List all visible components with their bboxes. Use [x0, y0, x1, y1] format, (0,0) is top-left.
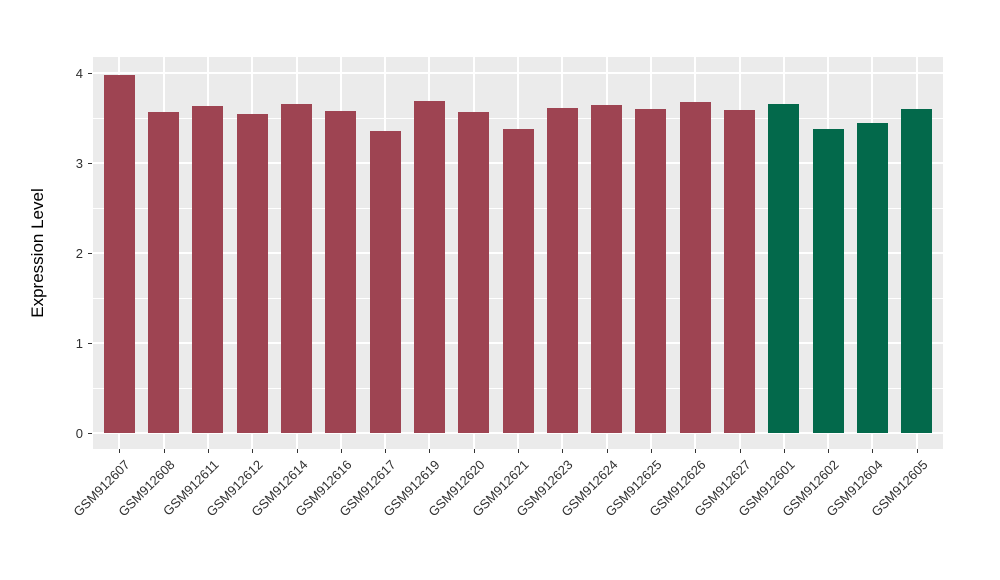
y-tick-label: 1 — [75, 336, 83, 351]
x-tick-mark — [252, 449, 254, 453]
x-tick-mark — [518, 449, 519, 453]
x-tick-mark — [429, 449, 431, 453]
x-tick-mark — [783, 449, 785, 453]
x-tick-mark — [163, 449, 165, 453]
bar-GSM912621 — [502, 128, 534, 433]
bar-GSM912624 — [591, 104, 623, 433]
bar-GSM912604 — [856, 122, 888, 433]
bar-GSM912601 — [768, 103, 800, 433]
y-tick-label: 3 — [75, 156, 83, 171]
bar-GSM912626 — [679, 101, 711, 433]
bar-GSM912623 — [546, 108, 578, 433]
bar-GSM912612 — [236, 114, 268, 433]
x-tick-mark — [606, 449, 608, 453]
x-tick-mark — [739, 449, 741, 453]
x-tick-mark — [872, 449, 874, 453]
x-tick-mark — [385, 449, 387, 453]
plot-panel — [93, 57, 943, 449]
y-tick-label: 2 — [75, 246, 83, 261]
x-tick-mark — [340, 449, 342, 453]
bar-GSM912608 — [148, 111, 180, 433]
x-tick-mark — [562, 449, 564, 453]
bar-GSM912611 — [192, 106, 224, 433]
bar-GSM912619 — [413, 100, 445, 433]
x-tick-mark — [119, 449, 121, 453]
x-tick-mark — [828, 449, 830, 453]
y-tick-mark — [88, 433, 92, 434]
x-tick-mark — [296, 449, 298, 453]
x-tick-mark — [916, 449, 918, 453]
bar-GSM912607 — [103, 74, 135, 433]
bar-GSM912614 — [281, 103, 312, 433]
y-axis-title: Expression Level — [28, 188, 47, 318]
x-tick-mark — [650, 449, 652, 453]
y-tick-mark — [88, 73, 92, 74]
y-tick-mark — [88, 343, 92, 344]
bar-GSM912602 — [812, 128, 844, 433]
bar-GSM912616 — [325, 110, 357, 433]
y-tick-label: 4 — [75, 66, 83, 81]
bar-GSM912625 — [635, 109, 667, 433]
x-tick-mark — [207, 449, 209, 453]
y-tick-label: 0 — [75, 426, 83, 441]
bar-GSM912605 — [901, 109, 933, 433]
x-tick-mark — [473, 449, 475, 453]
y-tick-mark — [88, 163, 92, 164]
bar-GSM912627 — [724, 109, 755, 433]
y-tick-mark — [88, 253, 92, 254]
x-tick-mark — [695, 449, 697, 453]
bar-GSM912620 — [458, 111, 490, 433]
bar-GSM912617 — [369, 130, 401, 433]
